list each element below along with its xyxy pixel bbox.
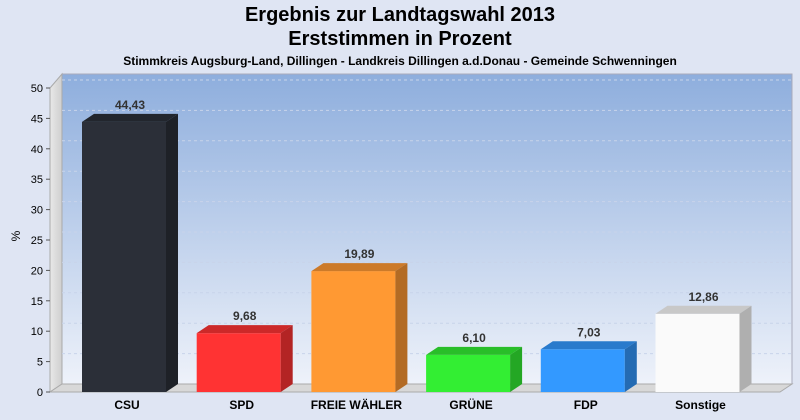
x-tick-label: Sonstige (675, 398, 726, 412)
bar-top (540, 341, 637, 350)
bar-top (82, 113, 178, 122)
data-label: 7,03 (577, 325, 601, 339)
x-tick-label: CSU (114, 398, 139, 412)
data-label: 12,86 (688, 290, 718, 304)
data-label: 9,68 (233, 309, 257, 323)
y-tick-label: 20 (31, 265, 43, 277)
x-tick-label: GRÜNE (449, 397, 492, 412)
bar-side (624, 341, 637, 392)
chart-caption: Stimmkreis Augsburg-Land, Dillingen - La… (123, 54, 677, 68)
bar-front (426, 354, 511, 392)
bar-side (510, 346, 523, 392)
y-tick-label: 30 (31, 205, 43, 217)
y-tick-label: 45 (31, 113, 43, 125)
bar-top (426, 346, 523, 355)
bar-spd: 9,68 SPD (196, 309, 293, 412)
data-label: 6,10 (462, 331, 486, 345)
y-tick-label: 10 (31, 326, 43, 338)
y-tick-label: 5 (37, 357, 43, 369)
bar-side (280, 325, 293, 392)
bar-fdp: 7,03 FDP (540, 325, 637, 412)
y-tick-label: 25 (31, 235, 43, 247)
y-tick-label: 35 (31, 174, 43, 186)
data-label: 19,89 (344, 247, 374, 261)
y-axis-label: % (9, 230, 23, 241)
y-tick-label: 40 (31, 144, 43, 156)
bar-side (739, 305, 752, 392)
x-tick-label: FDP (574, 398, 598, 412)
bar-top (311, 263, 408, 272)
plot-side-wall (49, 72, 63, 393)
bar-front (196, 333, 281, 392)
chart-title: Ergebnis zur Landtagswahl 2013 (244, 4, 556, 26)
bar-front (540, 349, 625, 392)
chart-subtitle: Erststimmen in Prozent (288, 28, 512, 50)
bar-top (196, 325, 293, 334)
x-tick-label: SPD (229, 398, 254, 412)
bar-freie-w-hler: 19,89 FREIE WÄHLER (311, 247, 408, 412)
y-tick-label: 0 (37, 387, 43, 399)
bar-csu: 44,43 CSU (82, 98, 178, 412)
data-label: 44,43 (115, 98, 145, 112)
bar-gr-ne: 6,10 GRÜNE (426, 331, 523, 412)
bar-front (311, 271, 396, 392)
bar-side (395, 263, 408, 392)
y-tick-label: 50 (31, 83, 43, 95)
bar-sonstige: 12,86 Sonstige (655, 290, 752, 412)
bar-side (166, 113, 178, 392)
bar-front (655, 313, 740, 392)
bar-front (82, 121, 166, 392)
y-tick-label: 15 (31, 296, 43, 308)
x-tick-label: FREIE WÄHLER (311, 397, 403, 412)
bar-top (655, 305, 752, 314)
